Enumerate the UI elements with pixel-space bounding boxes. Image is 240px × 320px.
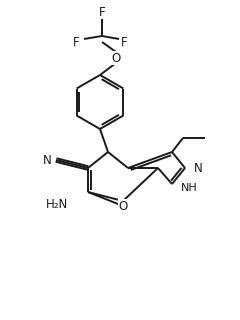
Text: N: N: [194, 162, 203, 174]
Text: NH: NH: [181, 183, 198, 193]
Text: F: F: [73, 36, 79, 49]
Text: N: N: [43, 154, 51, 166]
Text: O: O: [118, 199, 128, 212]
Text: O: O: [111, 52, 121, 65]
Text: F: F: [121, 36, 127, 49]
Text: H₂N: H₂N: [46, 197, 68, 211]
Text: F: F: [99, 5, 105, 19]
